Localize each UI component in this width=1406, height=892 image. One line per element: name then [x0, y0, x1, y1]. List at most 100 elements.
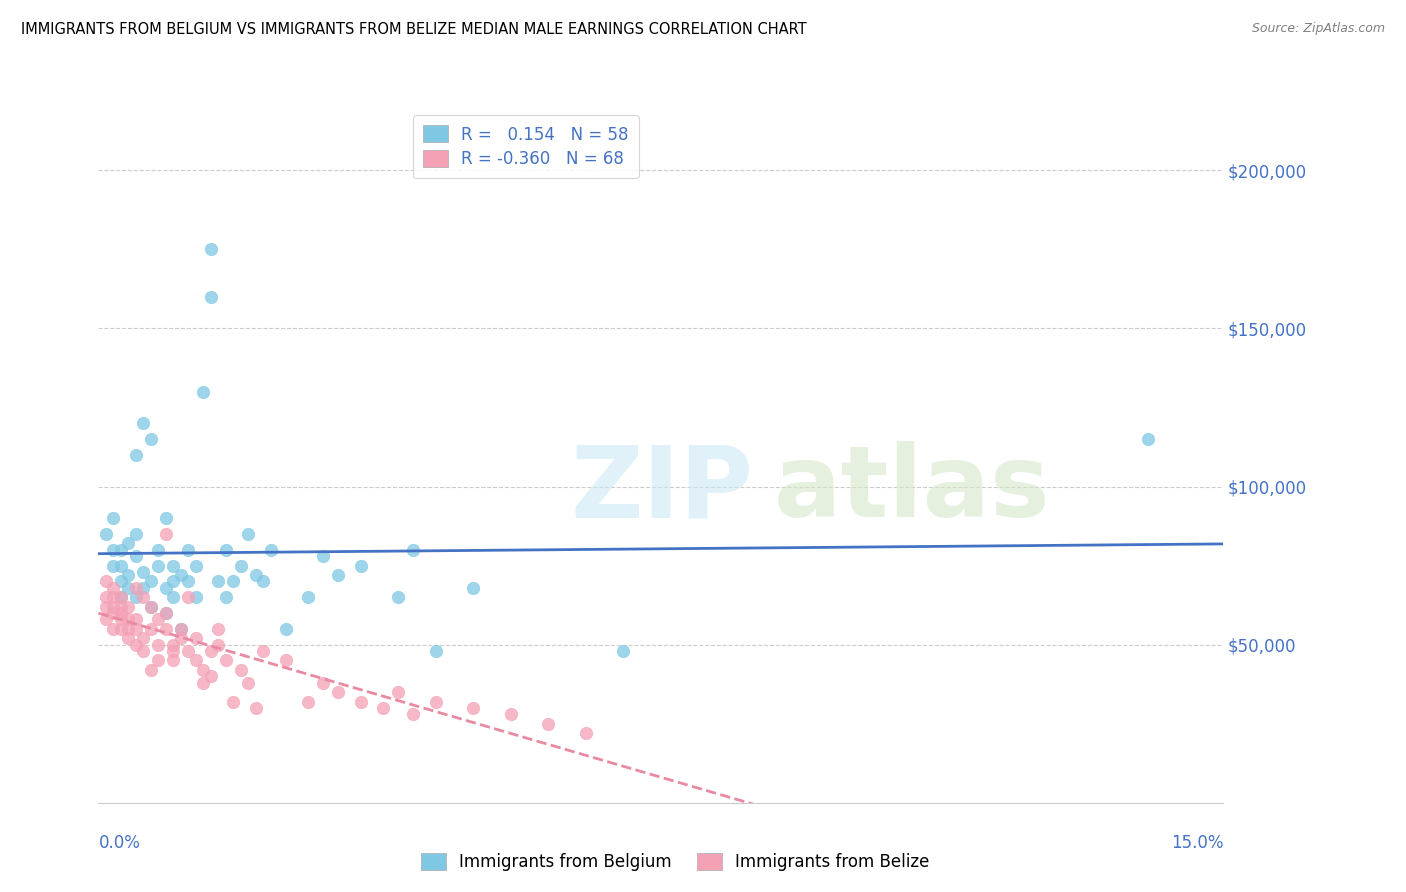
Point — [274, 622, 297, 636]
Point — [162, 653, 184, 667]
Point — [132, 581, 155, 595]
Point — [110, 542, 132, 557]
Point — [139, 622, 162, 636]
Point — [155, 622, 177, 636]
Point — [155, 606, 177, 620]
Point — [125, 612, 148, 626]
Point — [110, 599, 132, 614]
Point — [229, 663, 252, 677]
Point — [612, 644, 634, 658]
Point — [117, 536, 139, 550]
Point — [222, 574, 245, 589]
Point — [139, 663, 162, 677]
Point — [229, 558, 252, 573]
Point — [139, 432, 162, 446]
Point — [177, 644, 200, 658]
Point — [215, 653, 238, 667]
Point — [463, 701, 485, 715]
Point — [402, 707, 425, 722]
Point — [177, 542, 200, 557]
Point — [193, 384, 215, 399]
Point — [155, 606, 177, 620]
Point — [200, 290, 222, 304]
Point — [110, 606, 132, 620]
Point — [215, 542, 238, 557]
Point — [1137, 432, 1160, 446]
Point — [148, 653, 170, 667]
Point — [162, 644, 184, 658]
Point — [132, 644, 155, 658]
Point — [103, 558, 125, 573]
Point — [200, 644, 222, 658]
Point — [297, 591, 319, 605]
Point — [170, 622, 193, 636]
Point — [193, 675, 215, 690]
Point — [425, 644, 447, 658]
Point — [94, 527, 117, 541]
Point — [125, 527, 148, 541]
Point — [117, 581, 139, 595]
Text: 0.0%: 0.0% — [98, 834, 141, 852]
Point — [103, 591, 125, 605]
Point — [110, 591, 132, 605]
Text: 15.0%: 15.0% — [1171, 834, 1223, 852]
Point — [177, 574, 200, 589]
Point — [387, 685, 409, 699]
Point — [110, 612, 132, 626]
Point — [94, 591, 117, 605]
Point — [162, 591, 184, 605]
Point — [117, 612, 139, 626]
Point — [162, 638, 184, 652]
Point — [245, 568, 267, 582]
Legend: Immigrants from Belgium, Immigrants from Belize: Immigrants from Belgium, Immigrants from… — [412, 845, 938, 880]
Point — [252, 574, 274, 589]
Point — [103, 581, 125, 595]
Text: ZIP: ZIP — [571, 442, 754, 538]
Point — [260, 542, 283, 557]
Point — [238, 675, 260, 690]
Point — [425, 695, 447, 709]
Point — [132, 417, 155, 431]
Point — [125, 638, 148, 652]
Point — [328, 568, 350, 582]
Point — [103, 542, 125, 557]
Point — [139, 599, 162, 614]
Point — [148, 612, 170, 626]
Point — [94, 599, 117, 614]
Point — [125, 581, 148, 595]
Point — [350, 558, 373, 573]
Point — [125, 591, 148, 605]
Point — [312, 549, 335, 563]
Point — [184, 632, 207, 646]
Point — [207, 574, 229, 589]
Point — [200, 669, 222, 683]
Point — [238, 527, 260, 541]
Point — [162, 558, 184, 573]
Point — [139, 574, 162, 589]
Point — [125, 448, 148, 462]
Point — [155, 527, 177, 541]
Point — [125, 622, 148, 636]
Text: Source: ZipAtlas.com: Source: ZipAtlas.com — [1251, 22, 1385, 36]
Text: atlas: atlas — [773, 442, 1050, 538]
Point — [132, 591, 155, 605]
Point — [207, 638, 229, 652]
Point — [139, 599, 162, 614]
Point — [537, 716, 560, 731]
Point — [110, 574, 132, 589]
Point — [207, 622, 229, 636]
Point — [103, 599, 125, 614]
Point — [328, 685, 350, 699]
Point — [117, 632, 139, 646]
Point — [373, 701, 395, 715]
Point — [215, 591, 238, 605]
Point — [387, 591, 409, 605]
Point — [184, 558, 207, 573]
Point — [499, 707, 522, 722]
Point — [177, 591, 200, 605]
Point — [117, 622, 139, 636]
Point — [463, 581, 485, 595]
Point — [132, 565, 155, 579]
Point — [117, 568, 139, 582]
Point — [170, 568, 193, 582]
